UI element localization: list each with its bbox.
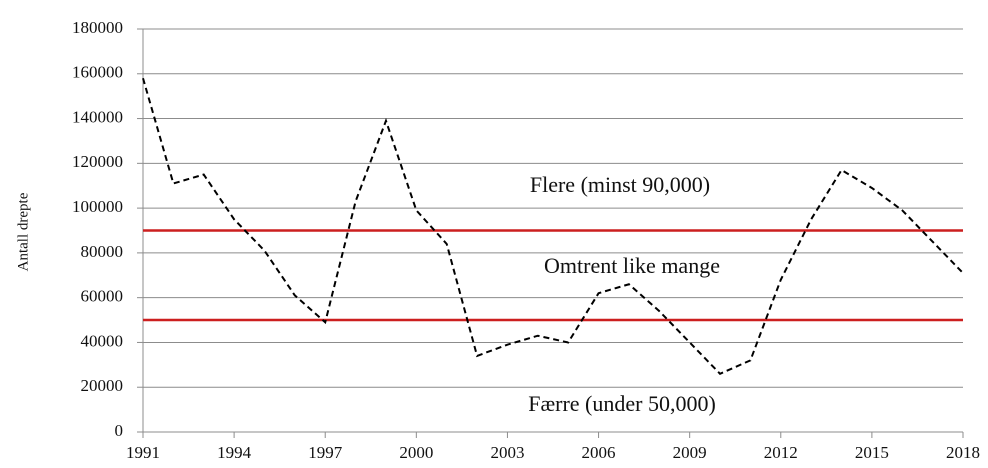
x-tick-label: 1994 xyxy=(217,443,252,462)
y-tick-label: 160000 xyxy=(72,63,123,82)
x-tick-label: 2018 xyxy=(946,443,980,462)
annotation: Færre (under 50,000) xyxy=(528,391,716,416)
x-tick-label: 2015 xyxy=(855,443,889,462)
x-tick-label: 2009 xyxy=(673,443,707,462)
x-tick-label: 2003 xyxy=(490,443,524,462)
y-tick-label: 40000 xyxy=(81,331,124,350)
y-tick-label: 120000 xyxy=(72,152,123,171)
y-tick-label: 140000 xyxy=(72,107,123,126)
y-tick-label: 100000 xyxy=(72,197,123,216)
y-tick-label: 0 xyxy=(115,421,124,440)
x-tick-label: 2012 xyxy=(764,443,798,462)
data-line xyxy=(142,77,964,375)
y-tick-label: 180000 xyxy=(72,18,123,37)
annotation: Omtrent like mange xyxy=(544,253,720,278)
y-tick-label: 80000 xyxy=(81,242,124,261)
x-tick-label: 1991 xyxy=(126,443,160,462)
x-tick-label: 2006 xyxy=(582,443,616,462)
x-tick-label: 1997 xyxy=(308,443,343,462)
y-tick-label: 60000 xyxy=(81,287,124,306)
y-tick-label: 20000 xyxy=(81,376,124,395)
annotation: Flere (minst 90,000) xyxy=(530,172,710,197)
x-tick-label: 2000 xyxy=(399,443,433,462)
y-axis-label: Antall drepte xyxy=(15,192,31,271)
